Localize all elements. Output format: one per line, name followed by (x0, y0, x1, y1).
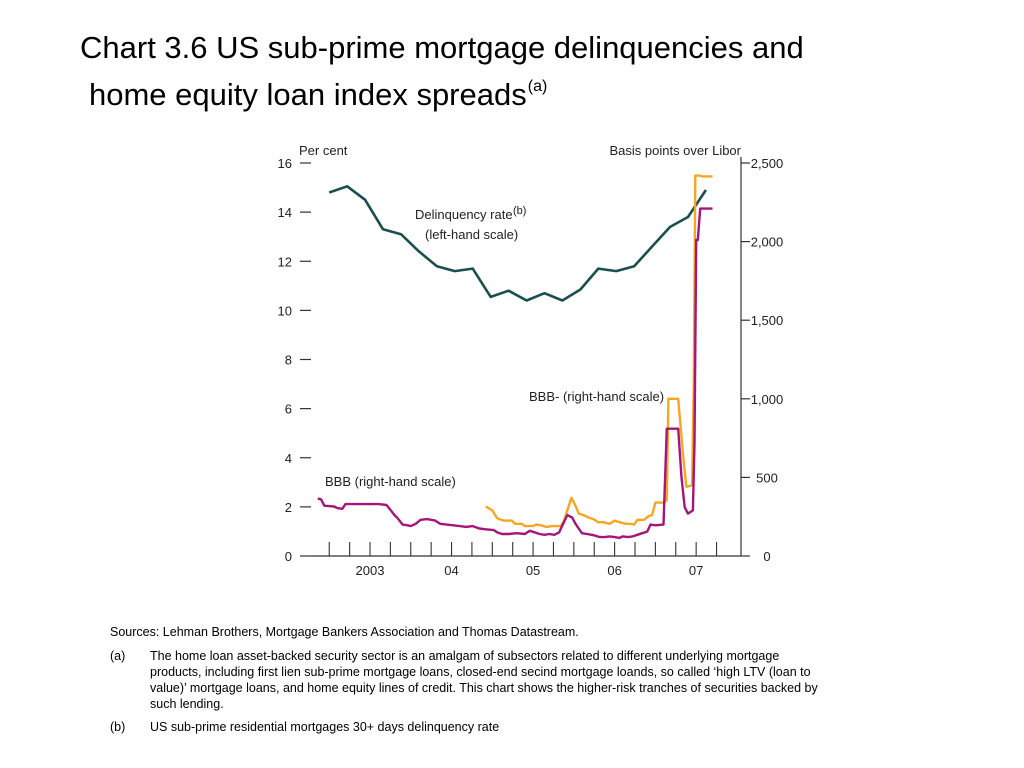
right-axis-tick-label: 2,500 (751, 156, 784, 171)
x-axis-tick-label: 06 (607, 563, 621, 578)
left-axis-tick-label: 12 (278, 254, 292, 269)
title-line-2-text: home equity loan index spreads (89, 77, 527, 112)
sources-note: Sources: Lehman Brothers, Mortgage Banke… (110, 625, 579, 639)
left-axis-tick-label: 0 (285, 549, 292, 564)
left-axis-tick-label: 8 (285, 353, 292, 368)
left-axis-tick-label: 6 (285, 402, 292, 417)
left-axis-tick-label: 14 (278, 205, 292, 220)
annotation-bbb-minus: BBB- (right-hand scale) (529, 389, 664, 404)
left-axis-label: Per cent (299, 143, 348, 158)
footnote-b-text: US sub-prime residential mortgages 30+ d… (150, 720, 500, 734)
left-axis-tick-label: 2 (285, 500, 292, 515)
right-axis-tick-label: 1,500 (751, 313, 784, 328)
right-axis-tick-label: 0 (763, 549, 770, 564)
right-axis-tick-label: 500 (756, 470, 778, 485)
chart-notes: Sources: Lehman Brothers, Mortgage Banke… (110, 624, 830, 742)
right-axis-label: Basis points over Libor (609, 143, 741, 158)
x-axis-tick-label: 05 (526, 563, 540, 578)
left-axis-tick-label: 16 (278, 156, 292, 171)
footnote-b-tag: (b) (110, 720, 126, 734)
annotation-bbb: BBB (right-hand scale) (325, 474, 456, 489)
title-superscript: (a) (527, 78, 548, 95)
footnote-b: (b) US sub-prime residential mortgages 3… (110, 719, 830, 735)
footnote-a-tag: (a) (110, 649, 126, 663)
annotation-delinquency-rate: Delinquency rate (415, 207, 513, 222)
x-axis-tick-label: 2003 (356, 563, 385, 578)
footnote-a: (a) The home loan asset-backed security … (110, 648, 830, 712)
x-axis-tick-label: 04 (444, 563, 458, 578)
right-axis-tick-label: 2,000 (751, 235, 784, 250)
left-axis-tick-label: 10 (278, 303, 292, 318)
footnote-a-text: The home loan asset-backed security sect… (150, 649, 818, 711)
x-axis-tick-label: 07 (689, 563, 703, 578)
left-axis-tick-label: 4 (285, 451, 292, 466)
annotation-delinquency-superscript: (b) (513, 205, 526, 217)
title-line-1: Chart 3.6 US sub-prime mortgage delinque… (80, 30, 804, 65)
series-line-bbb_minus (485, 174, 713, 529)
series-line-delinquency (328, 185, 707, 302)
title-line-2: home equity loan index spreads(a) (80, 67, 980, 114)
right-axis-tick-label: 1,000 (751, 392, 784, 407)
annotation-left-hand-scale: (left-hand scale) (425, 227, 518, 242)
chart: 0 2 4 6 8 10 12 14 16 0 500 1,000 1,500 2,000 2,500 Per… (278, 143, 784, 578)
chart-title: Chart 3.6 US sub-prime mortgage delinque… (80, 28, 980, 114)
series-line-bbb (317, 207, 713, 540)
